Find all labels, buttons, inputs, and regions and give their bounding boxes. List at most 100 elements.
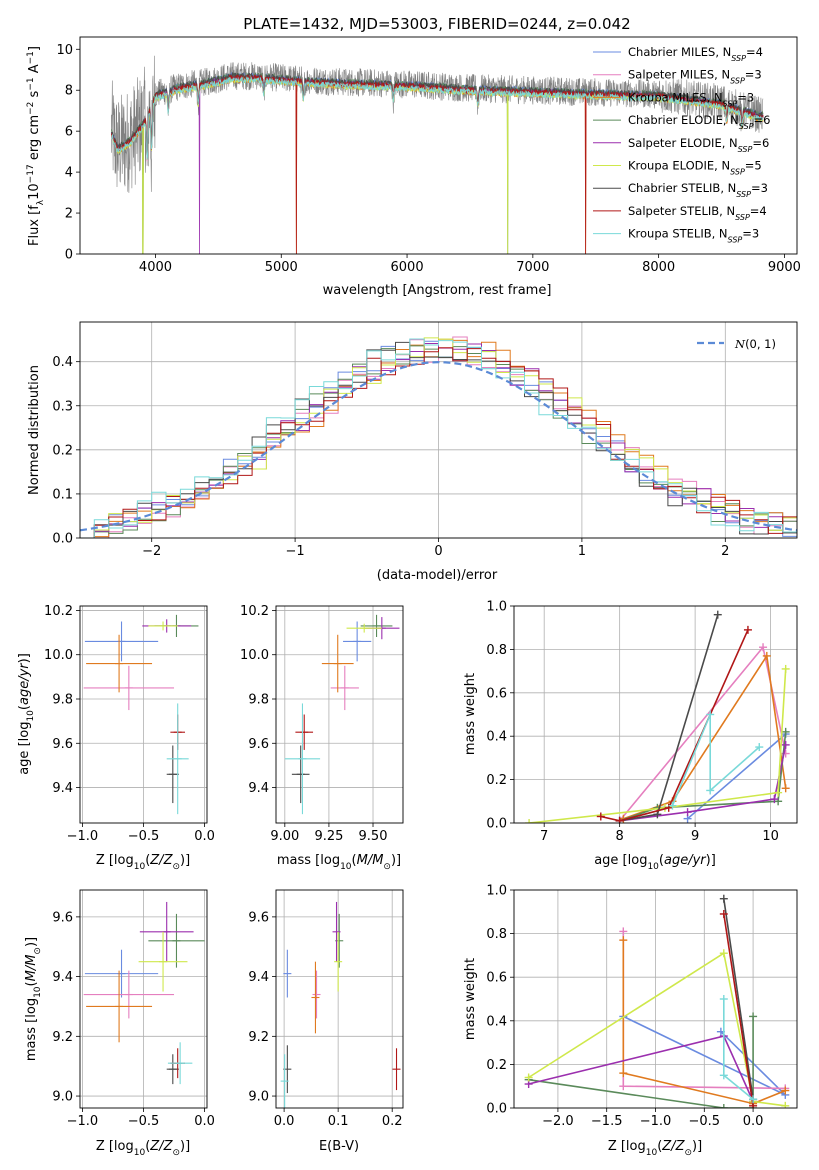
error-point <box>311 961 320 1034</box>
error-point <box>284 703 321 815</box>
legend-entry: Salpeter STELIB, NSSP=4 <box>628 204 767 222</box>
plot-area <box>524 894 790 1108</box>
legend-entry: N(0, 1) <box>734 337 776 351</box>
histogram-step <box>80 343 797 538</box>
y-tick-label: 10.0 <box>44 648 73 663</box>
error-point <box>83 970 175 1019</box>
series-point <box>525 819 534 823</box>
error-point <box>343 621 372 662</box>
series-point <box>719 995 728 1003</box>
series-line <box>528 951 786 1107</box>
x-tick-label: 0.1 <box>328 1114 349 1129</box>
series-line <box>622 940 786 1105</box>
histogram-step <box>80 337 797 538</box>
series-line <box>529 668 787 823</box>
x-tick-label: −2.0 <box>542 1114 574 1129</box>
series-point <box>781 1101 790 1108</box>
y-tick-label: 0.0 <box>486 1102 507 1117</box>
series-point <box>770 795 779 804</box>
series-point <box>743 625 752 634</box>
x-tick-label: −1.0 <box>67 829 99 844</box>
axes-frame <box>275 605 404 824</box>
y-tick-label: 9.6 <box>248 737 269 752</box>
x-tick-label: 0.0 <box>194 1114 215 1129</box>
series-point <box>683 808 692 817</box>
series-point <box>619 927 628 936</box>
error-point <box>312 970 321 1019</box>
y-tick-label: 9.6 <box>248 910 269 925</box>
error-point <box>280 1054 289 1108</box>
y-tick-label: 10.2 <box>44 604 73 619</box>
y-tick-label: 9.4 <box>52 781 73 796</box>
x-axis-label: (data-model)/error <box>377 568 498 583</box>
error-point <box>84 949 159 998</box>
x-tick-label: −0.5 <box>128 1114 160 1129</box>
y-tick-label: 6 <box>65 125 73 140</box>
y-tick-label: 9.8 <box>52 693 73 708</box>
age_vs_mass-panel: 9.00 9.25 9.50 9.4 9.6 9.8 10.0 10.2 mass [log10… <box>240 604 404 872</box>
series-point <box>749 1095 758 1104</box>
series-line <box>723 913 754 1106</box>
x-tick-label: 10 <box>762 829 779 844</box>
x-tick-label: −2 <box>142 544 161 559</box>
y-tick-label: 0.6 <box>486 971 507 986</box>
y-tick-label: 9.4 <box>248 970 269 985</box>
series-point <box>755 743 764 752</box>
plot-area <box>80 336 797 538</box>
x-axis-label: Z [log10(Z/Z⊙)] <box>96 853 190 872</box>
error-point <box>360 614 393 637</box>
legend-entry: Chabrier MILES, NSSP=4 <box>628 45 763 63</box>
age_vs_Z-panel: −1.0 −0.5 0.0 9.4 9.6 9.8 10.0 10.2 Z [log10(Z/Z… <box>17 604 215 872</box>
error-point <box>148 913 205 968</box>
y-tick-label: 9.4 <box>248 781 269 796</box>
axes-frame <box>79 36 798 255</box>
series-point <box>619 1082 628 1091</box>
y-tick-label: 0.4 <box>486 1014 507 1029</box>
y-tick-label: 4 <box>65 166 73 181</box>
series-point <box>668 801 677 810</box>
axes-frame <box>275 889 404 1109</box>
y-tick-label: 0.1 <box>52 487 73 502</box>
legend: Chabrier MILES, NSSP=4 Salpeter MILES, NS… <box>593 45 770 244</box>
x-axis-label: Z [log10(Z/Z⊙)] <box>608 1139 702 1158</box>
x-tick-label: 2 <box>721 544 729 559</box>
mass_vs_Z-panel: −1.0 −0.5 0.0 9.0 9.2 9.4 9.6 Z [log10(Z/Z⊙)] ma… <box>24 889 215 1158</box>
series-point <box>619 1069 628 1078</box>
x-tick-label: 0.0 <box>274 1114 295 1129</box>
error-point <box>283 949 292 998</box>
x-axis-label: Z [log10(Z/Z⊙)] <box>96 1139 190 1158</box>
series-point <box>706 786 715 795</box>
error-point <box>291 745 310 804</box>
x-tick-label: −1 <box>286 544 305 559</box>
x-tick-label: 1 <box>578 544 586 559</box>
series-point <box>524 1073 533 1082</box>
series-point <box>713 610 722 619</box>
x-tick-label: 9.25 <box>314 829 343 844</box>
x-tick-label: 9 <box>691 829 699 844</box>
series-line <box>528 1035 754 1102</box>
x-tick-label: 9.50 <box>359 829 388 844</box>
plot-area <box>525 610 790 823</box>
error-point <box>83 665 175 711</box>
y-tick-label: 9.6 <box>52 737 73 752</box>
error-point <box>148 621 178 631</box>
legend-entry: Chabrier ELODIE, NSSP=6 <box>628 113 770 131</box>
residuals-panel: −2 −1 0 1 2 0.0 0.1 0.2 0.3 0.4 (data-model)/error… <box>27 321 798 583</box>
legend-entry: Kroupa STELIB, NSSP=3 <box>628 227 759 245</box>
series-line <box>619 614 719 822</box>
x-tick-label: 7000 <box>516 260 549 275</box>
series-point <box>596 812 605 821</box>
y-axis-label: mass [log10(M/M⊙)] <box>24 937 43 1061</box>
y-axis-label: mass weight <box>463 673 478 755</box>
y-tick-label: 0.8 <box>486 927 507 942</box>
x-tick-label: 4000 <box>139 260 172 275</box>
series-point <box>719 1071 728 1080</box>
legend-entry: Salpeter MILES, NSSP=3 <box>628 68 762 86</box>
plot-area <box>111 55 764 254</box>
y-tick-label: 0.6 <box>486 686 507 701</box>
x-tick-label: −1.0 <box>67 1114 99 1129</box>
series-point <box>781 784 790 793</box>
x-tick-label: 0.0 <box>743 1114 764 1129</box>
histogram-step <box>80 347 797 538</box>
y-tick-label: 10.0 <box>240 648 269 663</box>
